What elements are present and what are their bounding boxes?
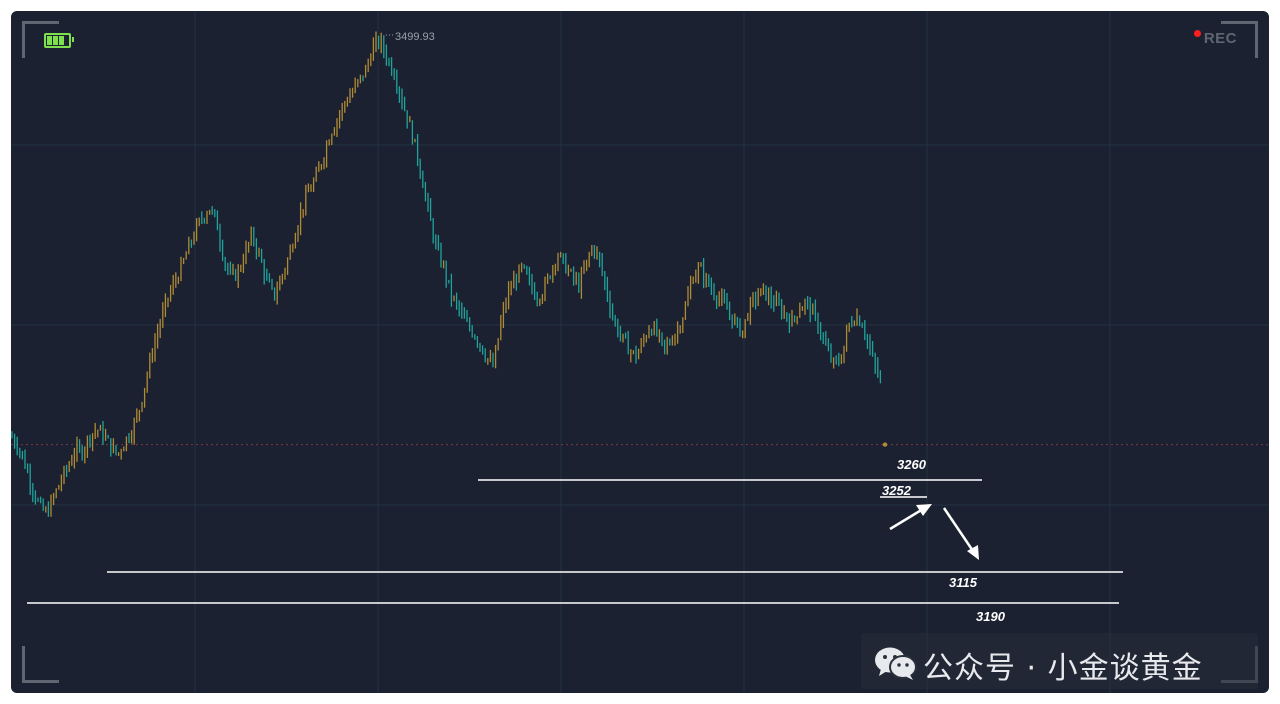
viewfinder-corner-bottom-left — [22, 646, 59, 683]
peak-price-label: 3499.93 — [395, 31, 435, 43]
rec-label: REC — [1203, 30, 1237, 47]
rec-indicator: REC — [1193, 30, 1237, 47]
wechat-icon — [875, 647, 917, 680]
candle-series — [11, 31, 888, 517]
level-label-3115: 3115 — [949, 575, 978, 590]
level-label-3190: 3190 — [976, 609, 1006, 624]
rec-dot-icon — [1193, 30, 1201, 37]
forecast-arrow-down — [942, 507, 979, 560]
viewfinder-corner-top-right — [1221, 21, 1258, 58]
support-resistance-levels: 3260 3252 3115 3190 — [27, 457, 1123, 624]
watermark: 公众号 · 小金谈黄金 — [861, 633, 1258, 689]
chart-frame: 3499.93 3260 3252 3115 3190 REC — [11, 11, 1269, 693]
viewfinder-corner-top-left — [22, 21, 59, 58]
last-price-marker — [882, 442, 888, 447]
watermark-text: 公众号 · 小金谈黄金 — [923, 651, 1203, 686]
level-label-3252: 3252 — [882, 483, 912, 498]
price-chart: 3499.93 3260 3252 3115 3190 — [11, 11, 1269, 693]
forecast-arrow-up — [889, 504, 932, 531]
chart-grid — [11, 11, 1269, 693]
battery-icon — [44, 33, 74, 48]
level-label-3260: 3260 — [897, 457, 927, 472]
